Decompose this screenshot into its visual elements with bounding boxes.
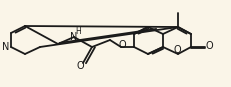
Text: N: N	[2, 42, 9, 52]
Text: H: H	[75, 27, 81, 36]
Text: O: O	[204, 41, 212, 51]
Text: N: N	[70, 32, 77, 42]
Text: O: O	[118, 40, 125, 50]
Text: O: O	[76, 62, 84, 72]
Text: O: O	[172, 45, 180, 55]
